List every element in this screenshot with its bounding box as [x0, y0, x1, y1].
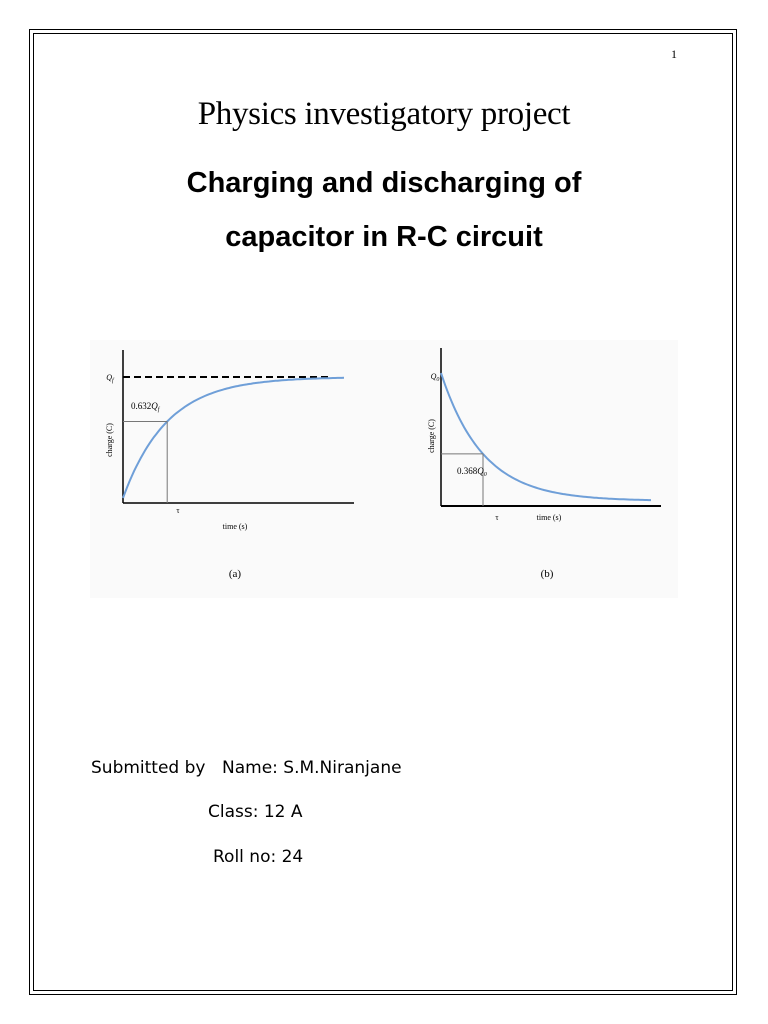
student-class: Class: 12 A: [208, 802, 303, 822]
chart-a-qf-label: Qf: [106, 373, 115, 384]
chart-b-ylabel: charge (C): [427, 419, 436, 453]
chart-a: Qf 0.632Qf charge (C) τ time (s) (a): [105, 350, 354, 580]
chart-a-panel-label: (a): [229, 568, 242, 580]
chart-b: Q0 0.368Q0 charge (C) τ time (s) (b): [427, 348, 661, 580]
chart-a-ylabel: charge (C): [105, 423, 114, 457]
capacitor-figure: Qf 0.632Qf charge (C) τ time (s) (a) Q0 …: [90, 340, 678, 598]
chart-a-xlabel: time (s): [223, 522, 248, 531]
chart-a-marker-label: 0.632Qf: [131, 401, 161, 413]
subtitle-line-2: capacitor in R-C circuit: [225, 221, 543, 253]
submitted-by-label: Submitted by: [91, 758, 206, 778]
chart-b-q0-label: Q0: [431, 372, 440, 383]
subtitle-line-1: Charging and discharging of: [186, 167, 582, 199]
page-number: 1: [671, 47, 677, 61]
page-title: Physics investigatory project: [197, 96, 571, 132]
student-name: Name: S.M.Niranjane: [222, 758, 402, 778]
chart-a-tau-label: τ: [176, 506, 180, 515]
page-border-inner: [33, 33, 733, 991]
chart-b-marker-label: 0.368Q0: [457, 466, 487, 478]
chart-b-panel-label: (b): [541, 568, 554, 580]
chart-b-xlabel: time (s): [537, 513, 562, 522]
student-roll-no: Roll no: 24: [213, 847, 304, 867]
page-border-outer: [29, 29, 737, 995]
chart-b-tau-label: τ: [495, 513, 499, 522]
chart-a-curve: [122, 376, 345, 499]
capacitor-charts-svg: Qf 0.632Qf charge (C) τ time (s) (a) Q0 …: [105, 348, 661, 580]
chart-b-curve: [440, 372, 651, 502]
